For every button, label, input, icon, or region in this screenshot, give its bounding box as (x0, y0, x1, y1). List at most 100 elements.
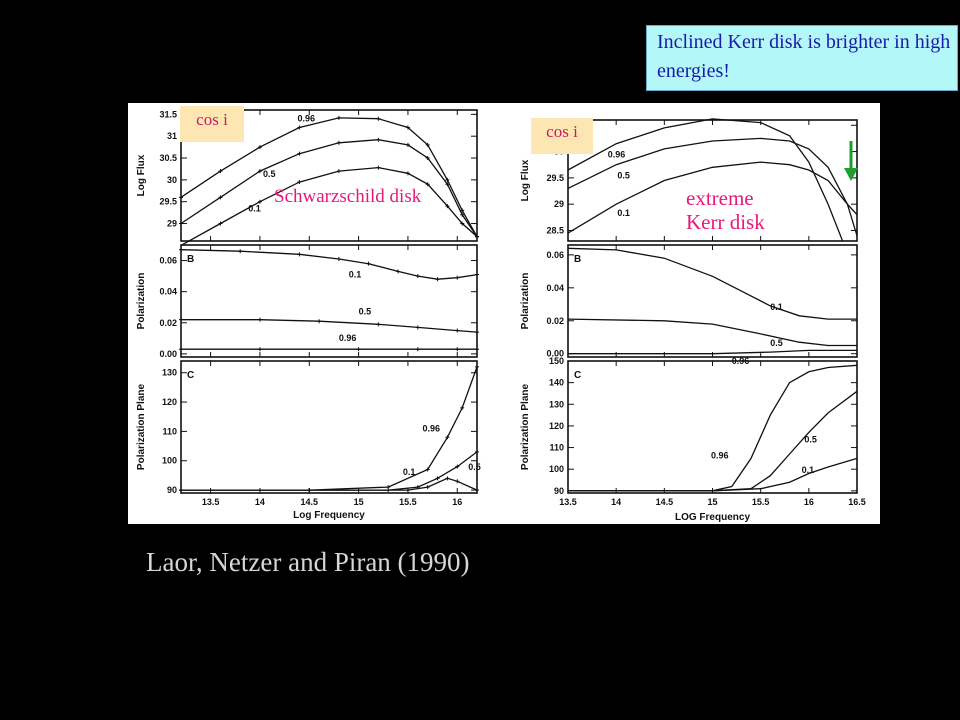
y-tick-label: 120 (162, 397, 177, 407)
x-axis-label: Log Frequency (293, 510, 365, 521)
data-marker (475, 347, 479, 352)
data-marker (445, 476, 450, 481)
y-axis-label: Polarization Plane (136, 383, 147, 470)
series-label-0.1: 0.1 (770, 302, 783, 312)
data-marker (376, 165, 381, 170)
data-marker (218, 169, 223, 174)
y-tick-label: 30.5 (159, 153, 177, 163)
data-marker (297, 252, 302, 257)
x-tick-label: 16.5 (848, 497, 866, 507)
x-tick-label: 14.5 (301, 497, 319, 507)
y-tick-label: 130 (549, 399, 564, 409)
y-axis-label: Polarization (520, 273, 531, 330)
left-panel-2-frame (180, 360, 478, 494)
data-marker (336, 140, 341, 145)
panel-letter: C (574, 370, 581, 381)
data-marker (460, 221, 465, 226)
y-tick-label: 29.5 (159, 197, 177, 207)
data-marker (218, 195, 223, 200)
data-marker (475, 488, 479, 493)
x-tick-label: 14.5 (656, 497, 674, 507)
series-label-0.5: 0.5 (359, 306, 372, 316)
data-marker (179, 488, 183, 493)
x-tick-label: 15.5 (752, 497, 770, 507)
data-marker (179, 195, 183, 200)
data-marker (405, 142, 410, 147)
series-label-0.96: 0.96 (298, 113, 316, 123)
y-tick-label: 90 (167, 485, 177, 495)
series-label-0.1: 0.1 (403, 467, 416, 477)
data-marker (435, 476, 440, 481)
data-marker (405, 125, 410, 130)
kerr-label-line2: Kerr disk (686, 210, 765, 234)
y-tick-label: 30 (167, 175, 177, 185)
data-marker (455, 479, 460, 484)
down-arrow-icon (844, 141, 858, 181)
cos-i-tag-left: cos i (180, 106, 244, 142)
series-0.96 (568, 349, 857, 355)
data-marker (297, 125, 302, 130)
schwarzschild-disk-label: Schwarzschild disk (274, 186, 422, 207)
data-marker (356, 347, 361, 352)
data-marker (425, 156, 430, 161)
y-tick-label: 29.5 (546, 173, 564, 183)
data-marker (445, 204, 450, 209)
series-0.5 (567, 137, 858, 236)
series-label-0.5: 0.5 (770, 338, 783, 348)
y-tick-label: 0.04 (546, 283, 564, 293)
data-marker (179, 221, 183, 226)
data-marker (307, 488, 312, 493)
y-tick-label: 110 (549, 443, 564, 453)
x-tick-label: 16 (804, 497, 814, 507)
y-tick-label: 130 (162, 368, 177, 378)
left-panel-0-frame (180, 109, 478, 242)
series-0.5 (181, 319, 478, 333)
y-axis-label: Log Flux (520, 159, 531, 201)
series-0.96 (568, 364, 858, 492)
y-axis-label: Polarization Plane (520, 383, 531, 470)
data-marker (475, 364, 479, 369)
y-tick-label: 0.02 (546, 316, 564, 326)
series-label-0.5: 0.5 (617, 171, 630, 181)
data-marker (297, 180, 302, 185)
y-tick-label: 100 (162, 456, 177, 466)
data-marker (425, 182, 430, 187)
panel-letter: C (187, 370, 194, 381)
x-tick-label: 15 (707, 497, 717, 507)
y-tick-label: 0.00 (546, 349, 564, 359)
panel-letter: B (187, 254, 194, 265)
series-0.1 (567, 247, 857, 320)
data-marker (179, 347, 183, 352)
series-0.1 (180, 249, 478, 280)
data-marker (257, 145, 262, 150)
series-label-0.1: 0.1 (349, 270, 362, 280)
series-label-0.1: 0.1 (802, 465, 815, 475)
series-label-0.96: 0.96 (711, 450, 729, 460)
data-marker (257, 317, 262, 322)
data-marker (455, 275, 460, 280)
data-marker (460, 212, 465, 217)
series-0.1 (567, 161, 858, 234)
data-marker (460, 208, 465, 213)
panel-letter: B (574, 254, 581, 265)
series-label-0.5: 0.5 (468, 462, 481, 472)
data-marker (317, 319, 322, 324)
data-marker (455, 347, 460, 352)
data-marker (257, 169, 262, 174)
y-axis-label: Polarization (136, 273, 147, 330)
polarization-charts: 29 29.5 30 30.5 31 31.5 Log Flux 0.96 0.5 0.1 0.00… (136, 109, 866, 523)
callout-box: Inclined Kerr disk is brighter in high e… (646, 25, 958, 91)
data-marker (336, 115, 341, 120)
data-marker (460, 405, 465, 410)
y-tick-label: 31 (167, 131, 177, 141)
y-tick-label: 0.00 (159, 349, 177, 359)
series-0.96 (567, 118, 844, 242)
y-tick-label: 29 (167, 219, 177, 229)
caption: Laor, Netzer and Piran (1990) (146, 547, 470, 577)
data-marker (179, 247, 183, 252)
data-marker (415, 325, 420, 330)
y-tick-label: 0.06 (546, 250, 564, 260)
y-tick-label: 140 (549, 378, 564, 388)
data-marker (336, 169, 341, 174)
data-marker (455, 464, 460, 469)
